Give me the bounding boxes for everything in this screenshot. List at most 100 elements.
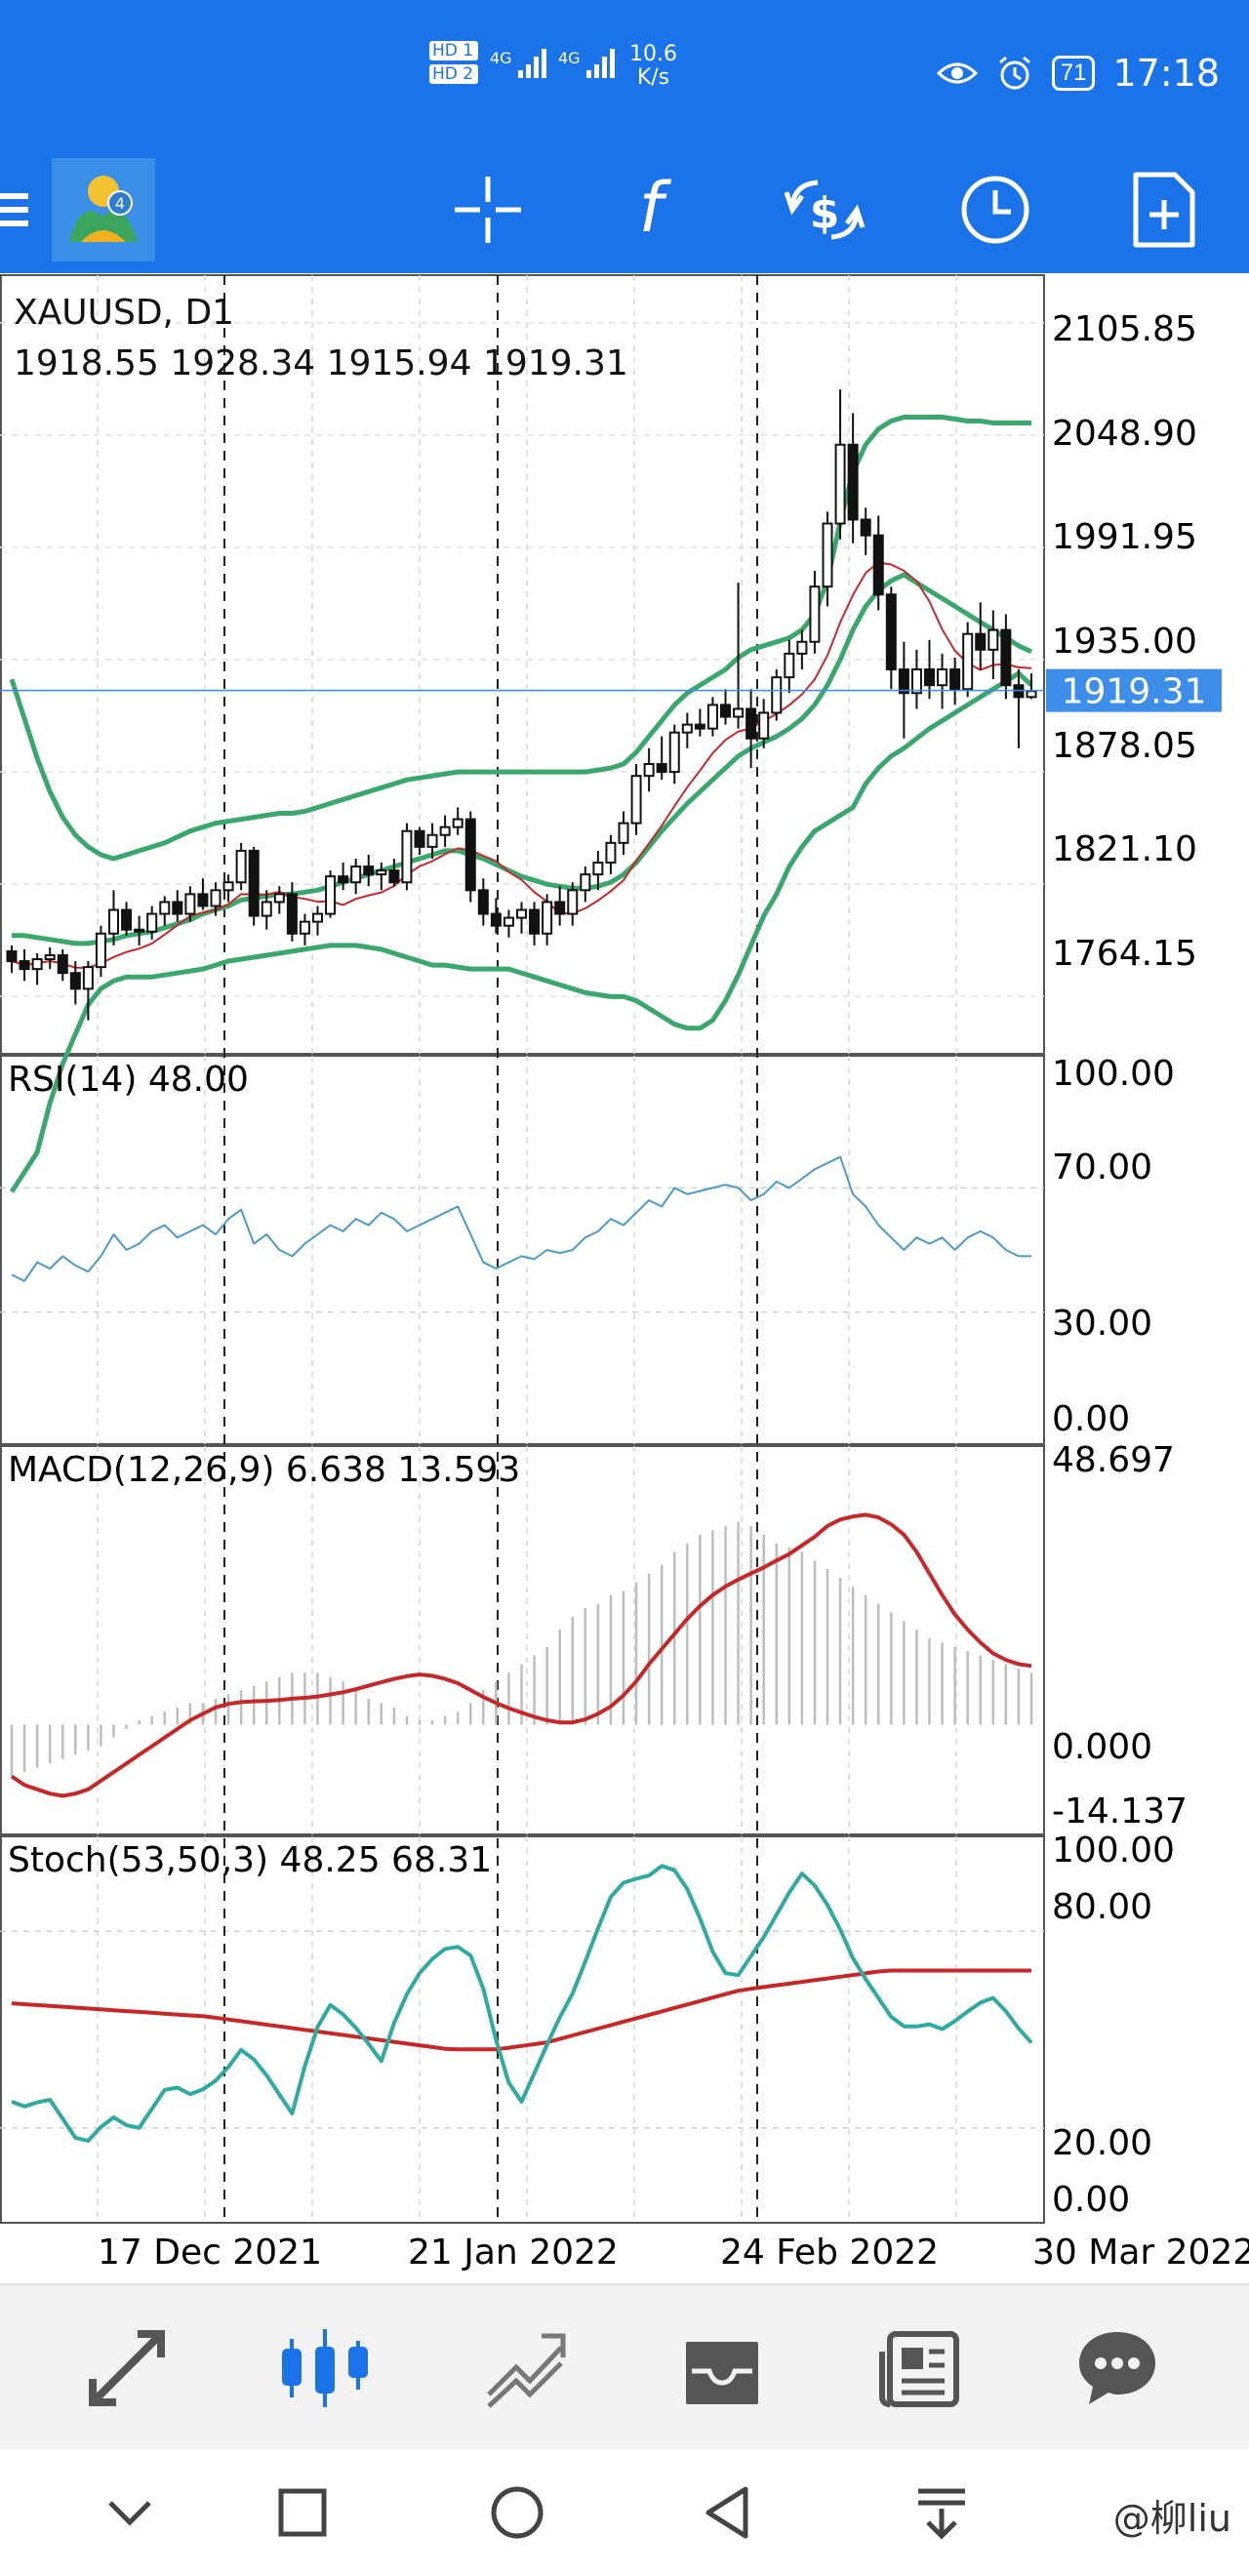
eye-icon [936, 62, 978, 84]
candle [235, 849, 247, 884]
candle [388, 869, 400, 884]
candle [592, 862, 604, 876]
metatrader-logo-icon: 4 [52, 158, 155, 262]
signal-2: 4G [558, 47, 618, 85]
candle [197, 893, 209, 907]
candle [516, 908, 527, 919]
macd-signal-line [10, 1512, 1032, 1798]
stoch-label: Stoch(53,50,3) 48.25 68.31 [8, 1840, 492, 1880]
timeframe-button[interactable] [942, 156, 1049, 263]
candle [618, 822, 629, 844]
stoch-signal-line [11, 1968, 1031, 2052]
period-separators [223, 275, 758, 2223]
nav-trade[interactable] [462, 2305, 588, 2432]
candle [949, 668, 961, 691]
alarm-icon [998, 56, 1030, 90]
macd-tick: 0.000 [1052, 1727, 1152, 1767]
pane-border [0, 1835, 1045, 2224]
candle [1000, 628, 1012, 687]
candle [286, 893, 298, 935]
candle [490, 912, 502, 927]
nav-news[interactable] [857, 2305, 984, 2432]
system-navigation: @柳liu [0, 2449, 1249, 2576]
new-document-icon [1133, 172, 1195, 248]
nav-mailbox[interactable] [659, 2305, 786, 2432]
candle [95, 932, 106, 969]
candle [580, 873, 591, 892]
candle [796, 640, 808, 655]
indicators-button[interactable]: f [597, 156, 705, 263]
candle [872, 534, 884, 596]
candle [503, 916, 514, 927]
bollinger-middle-band [12, 572, 1033, 946]
candle [605, 841, 617, 865]
price-chart[interactable]: 1919.31 XAUUSD, D1 1918.55 1928.34 1915.… [0, 273, 1249, 2283]
candle [847, 443, 859, 521]
nav-chart[interactable] [262, 2305, 388, 2432]
collapse-button[interactable] [81, 2469, 179, 2556]
candle [82, 966, 94, 990]
stoch-tick: 80.00 [1052, 1887, 1152, 1927]
candle [1026, 690, 1037, 699]
chart-candles-icon [282, 2329, 368, 2407]
rsi-tick: 30.00 [1052, 1304, 1152, 1344]
rsi-tick: 0.00 [1052, 1399, 1130, 1439]
menu-button[interactable] [0, 156, 49, 263]
nav-chat[interactable] [1054, 2305, 1181, 2432]
crosshair-button[interactable] [434, 156, 542, 263]
nav-quotes[interactable] [63, 2305, 190, 2432]
battery-indicator: 71 [1051, 56, 1096, 91]
hd2-badge: HD 2 [429, 64, 478, 84]
chat-icon [1079, 2332, 1155, 2404]
price-axis: 2105.85 2048.90 1991.95 1935.00 1878.05 … [1052, 309, 1197, 974]
candle [733, 707, 745, 718]
candle [69, 972, 81, 990]
trade-button[interactable]: $ [771, 156, 878, 263]
macd-tick: 48.697 [1052, 1440, 1175, 1480]
pane-border [0, 1445, 1045, 1835]
stoch-main-line [11, 1864, 1033, 2143]
stoch-tick: 20.00 [1052, 2123, 1152, 2163]
candle [656, 763, 667, 774]
time-tick: 21 Jan 2022 [408, 2233, 619, 2273]
news-icon [879, 2331, 959, 2407]
candle [121, 908, 133, 931]
current-price-tag [1046, 668, 1222, 712]
clock-time: 17:18 [1112, 52, 1220, 95]
watermark: @柳liu [1112, 2497, 1231, 2540]
back-button[interactable] [679, 2469, 777, 2556]
chart-area[interactable]: 1919.31 XAUUSD, D1 1918.55 1928.34 1915.… [0, 273, 1249, 2283]
svg-text:4: 4 [115, 194, 125, 213]
current-price-value: 1919.31 [1062, 672, 1207, 712]
candle [312, 912, 323, 923]
candle [248, 849, 260, 917]
app-logo[interactable]: 4 [49, 156, 158, 263]
candle [630, 775, 642, 825]
rsi-tick: 70.00 [1052, 1147, 1152, 1187]
home-button[interactable] [468, 2469, 566, 2556]
candle [261, 901, 272, 917]
network-indicators: HD 1 HD 2 4G 4G 10.6 K/s [429, 39, 722, 107]
symbol-label: XAUUSD, D1 [14, 293, 234, 333]
hd1-badge: HD 1 [429, 41, 478, 60]
candle [643, 763, 655, 778]
moving-average-line [11, 561, 1032, 969]
candle [57, 953, 68, 975]
candle [681, 723, 693, 734]
candle [172, 901, 183, 915]
status-bar: HD 1 HD 2 4G 4G 10.6 K/s [0, 0, 1249, 146]
signal-1: 4G [490, 47, 549, 85]
status-right: 71 17:18 [936, 44, 1220, 102]
bollinger-lower-band [9, 670, 1033, 1193]
recents-button[interactable] [254, 2469, 351, 2556]
ohlc-values: 1918.55 1928.34 1915.94 1919.31 [14, 343, 628, 383]
candle [6, 949, 18, 963]
candle [758, 711, 770, 740]
candle [325, 875, 337, 915]
candle [273, 893, 285, 904]
new-order-button[interactable] [1110, 156, 1218, 263]
stoch-tick: 100.00 [1052, 1831, 1175, 1871]
macd-pane [10, 1512, 1033, 1798]
notification-button[interactable] [893, 2469, 990, 2556]
candle [338, 875, 349, 884]
